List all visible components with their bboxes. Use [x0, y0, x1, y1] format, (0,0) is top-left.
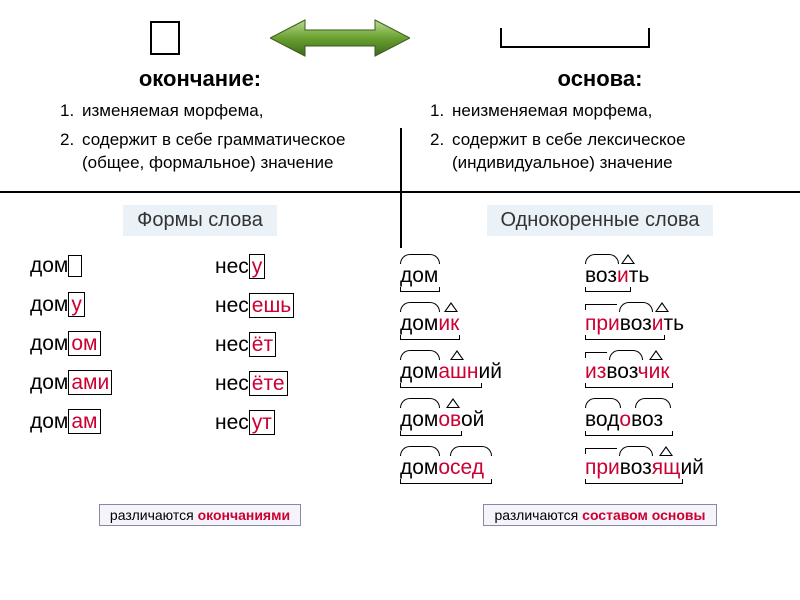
footer-right: различаются составом основы	[483, 504, 716, 526]
word: несёт	[215, 332, 400, 357]
word: несешь	[215, 293, 400, 318]
heading-ending: окончание:	[139, 66, 261, 91]
forms-columns: дом дому домом домами домам несу несешь …	[30, 254, 400, 494]
list-item: 1.неизменяемая морфема,	[430, 100, 770, 123]
list-item: 2.содержит в себе грамматическое (общее,…	[60, 129, 400, 175]
text: неизменяемая морфема,	[452, 100, 652, 123]
stem-list: 1.неизменяемая морфема, 2.содержит в себ…	[400, 100, 770, 181]
word: домом	[30, 331, 215, 356]
word: домам	[30, 409, 215, 434]
subhead-related: Однокоренные слова	[487, 205, 714, 236]
footer-left: различаются окончаниями	[99, 504, 301, 526]
headings-row: окончание: основа:	[0, 58, 800, 96]
word: несёте	[215, 371, 400, 396]
related-columns: дом домик домашний домовой	[400, 254, 770, 494]
subhead-forms: Формы слова	[123, 205, 277, 236]
forms-col-1: дом дому домом домами домам	[30, 254, 215, 494]
word: дом	[30, 254, 215, 278]
word: дому	[30, 292, 215, 317]
word: водовоз	[585, 398, 770, 432]
list-item: 2.содержит в себе лексическое (индивидуа…	[430, 129, 770, 175]
forms-col-2: несу несешь несёт несёте несут	[215, 254, 400, 494]
related-col-1: дом домик домашний домовой	[400, 254, 585, 494]
double-arrow-icon	[270, 18, 410, 58]
word: дом	[400, 254, 585, 288]
word: несут	[215, 410, 400, 435]
word: привозящий	[585, 446, 770, 480]
ending-list: 1.изменяемая морфема, 2.содержит в себе …	[30, 100, 400, 181]
word: домосед	[400, 446, 585, 480]
word: возить	[585, 254, 770, 288]
word: домик	[400, 302, 585, 336]
heading-stem: основа:	[558, 66, 643, 91]
stem-bracket-symbol	[500, 28, 650, 48]
text: содержит в себе грамматическое (общее, ф…	[82, 129, 400, 175]
text: изменяемая морфема,	[82, 100, 263, 123]
list-item: 1.изменяемая морфема,	[60, 100, 400, 123]
word: привозить	[585, 302, 770, 336]
word: домами	[30, 370, 215, 395]
vertical-divider	[400, 128, 402, 248]
word: домовой	[400, 398, 585, 432]
text: содержит в себе лексическое (индивидуаль…	[452, 129, 770, 175]
related-col-2: возить привозить извозчик водовоз	[585, 254, 770, 494]
top-symbol-row	[0, 0, 800, 58]
word: несу	[215, 254, 400, 279]
word: домашний	[400, 350, 585, 384]
ending-box-symbol	[150, 21, 180, 55]
word: извозчик	[585, 350, 770, 384]
footer-row: различаются окончаниями различаются сост…	[0, 498, 800, 532]
examples-area: дом дому домом домами домам несу несешь …	[0, 244, 800, 498]
